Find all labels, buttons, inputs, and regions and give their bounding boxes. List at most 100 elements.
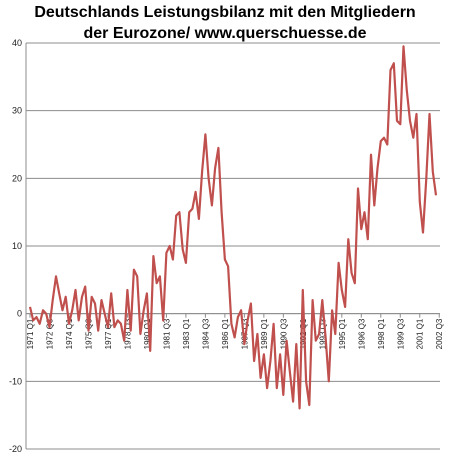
y-tick-label: 30 bbox=[12, 106, 22, 116]
y-tick-label: 10 bbox=[12, 241, 22, 251]
data-point bbox=[113, 326, 115, 328]
data-point bbox=[412, 137, 414, 139]
x-tick-label: 1990 Q3 bbox=[279, 318, 288, 349]
data-point bbox=[230, 323, 232, 325]
data-point bbox=[393, 62, 395, 64]
data-point bbox=[146, 292, 148, 294]
data-point bbox=[142, 309, 144, 311]
data-point bbox=[435, 194, 437, 196]
data-point bbox=[214, 167, 216, 169]
data-point bbox=[295, 343, 297, 345]
data-point bbox=[406, 89, 408, 91]
data-point bbox=[347, 238, 349, 240]
data-point bbox=[194, 191, 196, 193]
data-point bbox=[237, 316, 239, 318]
x-tick-label: 1996 Q3 bbox=[357, 318, 366, 349]
data-point bbox=[259, 377, 261, 379]
data-point bbox=[84, 285, 86, 287]
y-tick-label: -10 bbox=[9, 376, 22, 386]
chart-title-line-1: Deutschlands Leistungsbilanz mit den Mit… bbox=[34, 4, 416, 21]
data-point bbox=[373, 204, 375, 206]
x-tick-label: 1980 Q1 bbox=[143, 318, 152, 349]
data-point bbox=[136, 275, 138, 277]
data-point bbox=[35, 316, 37, 318]
data-point bbox=[188, 211, 190, 213]
x-tick-label: 1975 Q3 bbox=[84, 318, 93, 349]
series-layer bbox=[28, 45, 438, 410]
data-point bbox=[94, 302, 96, 304]
data-point bbox=[328, 380, 330, 382]
axes bbox=[25, 43, 440, 449]
data-point bbox=[344, 306, 346, 308]
data-point bbox=[159, 275, 161, 277]
x-tick-label: 1993 Q3 bbox=[318, 318, 327, 349]
series-line bbox=[28, 45, 438, 410]
data-point bbox=[263, 353, 265, 355]
data-point bbox=[126, 289, 128, 291]
data-point bbox=[432, 170, 434, 172]
data-point bbox=[250, 302, 252, 304]
gridlines bbox=[26, 42, 440, 450]
data-point bbox=[220, 211, 222, 213]
data-point bbox=[272, 323, 274, 325]
data-point bbox=[269, 360, 271, 362]
data-point bbox=[370, 153, 372, 155]
data-point bbox=[380, 140, 382, 142]
data-point bbox=[58, 292, 60, 294]
data-point bbox=[120, 323, 122, 325]
data-point bbox=[139, 333, 141, 335]
data-point bbox=[360, 228, 362, 230]
data-point bbox=[224, 258, 226, 260]
data-point bbox=[389, 69, 391, 71]
data-point bbox=[341, 289, 343, 291]
data-point bbox=[357, 187, 359, 189]
x-tick-label: 1986 Q1 bbox=[221, 318, 230, 349]
data-point bbox=[227, 265, 229, 267]
data-point bbox=[334, 333, 336, 335]
chart-title: Deutschlands Leistungsbilanz mit den Mit… bbox=[0, 2, 450, 44]
data-point bbox=[55, 275, 57, 277]
data-point bbox=[425, 177, 427, 179]
data-point bbox=[396, 120, 398, 122]
data-point bbox=[337, 262, 339, 264]
data-point bbox=[376, 167, 378, 169]
data-point bbox=[149, 350, 151, 352]
x-tick-label: 1981 Q3 bbox=[162, 318, 171, 349]
data-point bbox=[74, 289, 76, 291]
data-point bbox=[71, 309, 73, 311]
data-point bbox=[409, 120, 411, 122]
data-point bbox=[292, 400, 294, 402]
data-point bbox=[168, 245, 170, 247]
data-point bbox=[52, 299, 54, 301]
data-point bbox=[29, 306, 31, 308]
data-point bbox=[256, 333, 258, 335]
x-tick-label: 1974 Q1 bbox=[65, 318, 74, 349]
x-tick-label: 1977 Q1 bbox=[104, 318, 113, 349]
data-point bbox=[298, 407, 300, 409]
data-point bbox=[181, 248, 183, 250]
data-point bbox=[133, 268, 135, 270]
data-point bbox=[217, 147, 219, 149]
data-point bbox=[311, 299, 313, 301]
data-point bbox=[386, 143, 388, 145]
data-point bbox=[39, 323, 41, 325]
data-point bbox=[422, 231, 424, 233]
data-point bbox=[402, 45, 404, 47]
data-point bbox=[42, 309, 44, 311]
data-point bbox=[116, 319, 118, 321]
data-point bbox=[100, 299, 102, 301]
data-point bbox=[285, 340, 287, 342]
x-tick-label: 1999 Q3 bbox=[396, 318, 405, 349]
data-point bbox=[91, 296, 93, 298]
data-point bbox=[243, 343, 245, 345]
y-tick-label: 0 bbox=[17, 309, 22, 319]
data-point bbox=[185, 262, 187, 264]
data-point bbox=[354, 282, 356, 284]
y-tick-label: 40 bbox=[12, 38, 22, 48]
data-point bbox=[178, 211, 180, 213]
data-point bbox=[155, 282, 157, 284]
data-point bbox=[204, 133, 206, 135]
y-tick-label: -20 bbox=[9, 444, 22, 454]
data-point bbox=[246, 319, 248, 321]
